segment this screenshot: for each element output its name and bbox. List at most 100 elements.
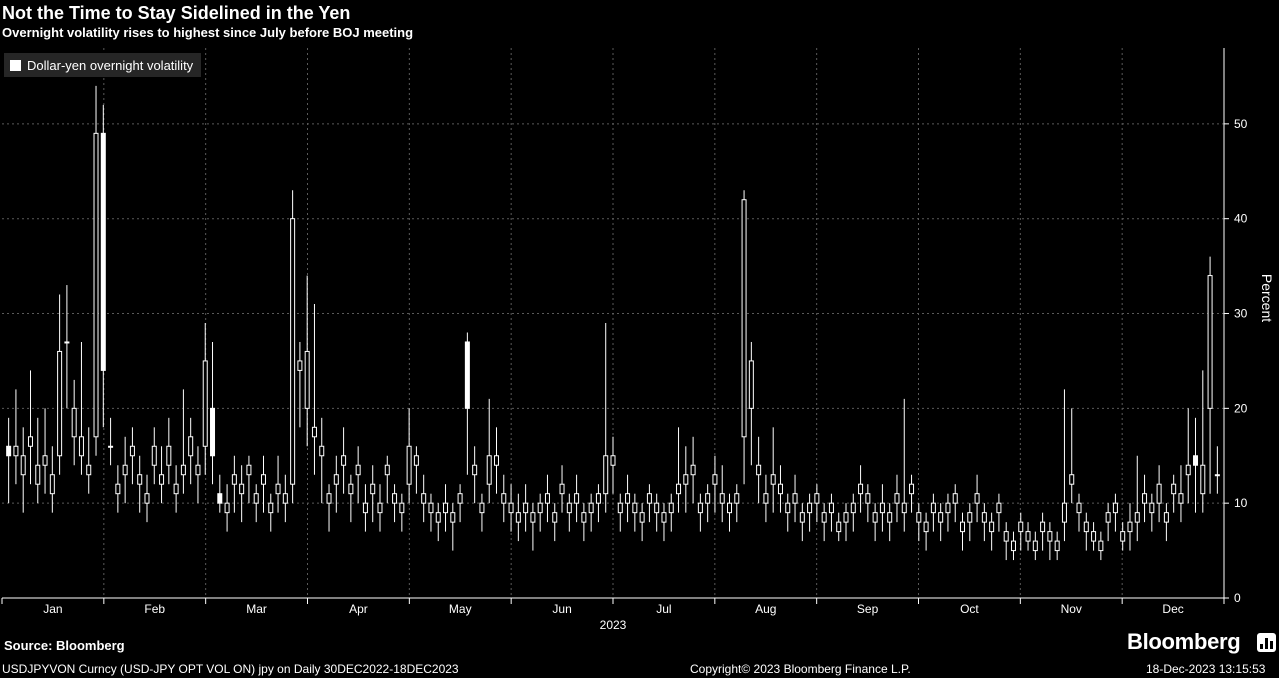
candle-body bbox=[617, 502, 623, 514]
candle-body bbox=[763, 493, 769, 504]
x-tick-label: Apr bbox=[349, 602, 368, 616]
candle-body bbox=[799, 512, 805, 523]
candle-body bbox=[552, 512, 558, 523]
candle-body bbox=[443, 502, 449, 514]
candle-body bbox=[57, 350, 63, 457]
chart-legend: Dollar-yen overnight volatility bbox=[4, 53, 202, 77]
candle-body bbox=[1025, 531, 1031, 542]
candle-body bbox=[792, 493, 798, 504]
candle-body bbox=[326, 493, 332, 504]
candle-body bbox=[224, 502, 230, 514]
candle-body bbox=[865, 493, 871, 504]
candle-body bbox=[501, 493, 507, 504]
ticker-description: USDJPYVON Curncy (USD-JPY OPT VOL ON) jp… bbox=[2, 662, 459, 676]
candle-body bbox=[166, 445, 172, 466]
candle-body bbox=[297, 360, 303, 371]
candle-body bbox=[974, 493, 980, 504]
candle-body bbox=[49, 474, 55, 495]
candle-body bbox=[1193, 455, 1199, 466]
candle-body bbox=[777, 483, 783, 495]
x-tick-label: Aug bbox=[755, 602, 776, 616]
candle-body bbox=[333, 474, 339, 485]
candle-body bbox=[544, 493, 550, 504]
x-tick-label: Nov bbox=[1061, 602, 1082, 616]
candle-body bbox=[996, 502, 1002, 514]
candle-body bbox=[122, 464, 128, 476]
candle-body bbox=[231, 474, 237, 485]
timestamp: 18-Dec-2023 13:15:53 bbox=[1146, 662, 1266, 676]
candle-body bbox=[523, 502, 529, 514]
candle-body bbox=[967, 512, 973, 523]
candle-body bbox=[901, 502, 907, 514]
candle-body bbox=[952, 493, 958, 504]
candle-body bbox=[909, 483, 915, 495]
candle-body bbox=[1010, 540, 1016, 552]
candle-body bbox=[202, 360, 208, 447]
candle-body bbox=[392, 493, 398, 504]
candle-body bbox=[1047, 531, 1053, 542]
candle-body bbox=[282, 493, 288, 504]
candle-body bbox=[683, 474, 689, 485]
legend-label: Dollar-yen overnight volatility bbox=[27, 57, 194, 73]
candle-body bbox=[719, 493, 725, 504]
candle-body bbox=[464, 341, 470, 409]
axes: 0 10 20 30 40 50 Jan Feb Mar Apr May Jun Jul Aug Sep Oc… bbox=[1, 48, 1275, 632]
candle-body bbox=[479, 502, 485, 514]
candle-body bbox=[661, 512, 667, 523]
candle-body bbox=[923, 521, 929, 533]
candle-body bbox=[1032, 540, 1038, 552]
source-label: Source: Bloomberg bbox=[4, 638, 125, 653]
candle-body bbox=[530, 512, 536, 523]
candle-body bbox=[828, 502, 834, 514]
candle-body bbox=[1054, 540, 1060, 552]
x-tick-label: Jun bbox=[552, 602, 571, 616]
candle-body bbox=[239, 483, 245, 495]
candle-series bbox=[6, 85, 1220, 561]
candle-body bbox=[20, 455, 26, 476]
y-axis-title: Percent bbox=[1259, 274, 1275, 322]
candle-body bbox=[1061, 502, 1067, 523]
x-tick-label: Mar bbox=[246, 602, 267, 616]
x-tick-label: Oct bbox=[960, 602, 979, 616]
grid-lines bbox=[2, 48, 1224, 599]
candle-body bbox=[413, 455, 419, 466]
candle-body bbox=[195, 464, 201, 476]
candle-body bbox=[428, 502, 434, 514]
x-tick-label: May bbox=[449, 602, 472, 616]
candle-body bbox=[1156, 483, 1162, 504]
candle-body bbox=[13, 445, 19, 457]
candle-body bbox=[86, 464, 92, 476]
candle-body bbox=[1098, 540, 1104, 552]
candle-body bbox=[370, 483, 376, 495]
candle-body bbox=[843, 512, 849, 523]
candle-body bbox=[115, 483, 121, 495]
candle-body bbox=[210, 407, 216, 457]
candle-body bbox=[1112, 502, 1118, 514]
candle-body bbox=[566, 502, 572, 514]
candle-body bbox=[938, 512, 944, 523]
candle-body bbox=[1091, 531, 1097, 542]
candle-body bbox=[450, 512, 456, 523]
candle-body bbox=[319, 445, 325, 457]
candle-body bbox=[1040, 521, 1046, 533]
candle-body bbox=[71, 407, 77, 438]
candle-body bbox=[399, 502, 405, 514]
candle-body bbox=[78, 436, 84, 457]
candle-body bbox=[1134, 512, 1140, 523]
candle-body bbox=[515, 512, 521, 523]
candle-body bbox=[93, 132, 99, 438]
y-tick-label: 30 bbox=[1234, 307, 1248, 321]
candle-body bbox=[814, 493, 820, 504]
copyright: Copyright© 2023 Bloomberg Finance L.P. bbox=[690, 662, 911, 676]
candle-body bbox=[595, 493, 601, 504]
candle-body bbox=[756, 464, 762, 476]
candle-body bbox=[727, 502, 733, 514]
candle-body bbox=[421, 493, 427, 504]
candle-body bbox=[304, 350, 310, 409]
x-tick-label: Jul bbox=[656, 602, 671, 616]
candle-body bbox=[989, 521, 995, 533]
candle-body bbox=[1018, 521, 1024, 533]
candle-body bbox=[574, 493, 580, 504]
candle-body bbox=[348, 483, 354, 495]
candle-body bbox=[858, 483, 864, 495]
